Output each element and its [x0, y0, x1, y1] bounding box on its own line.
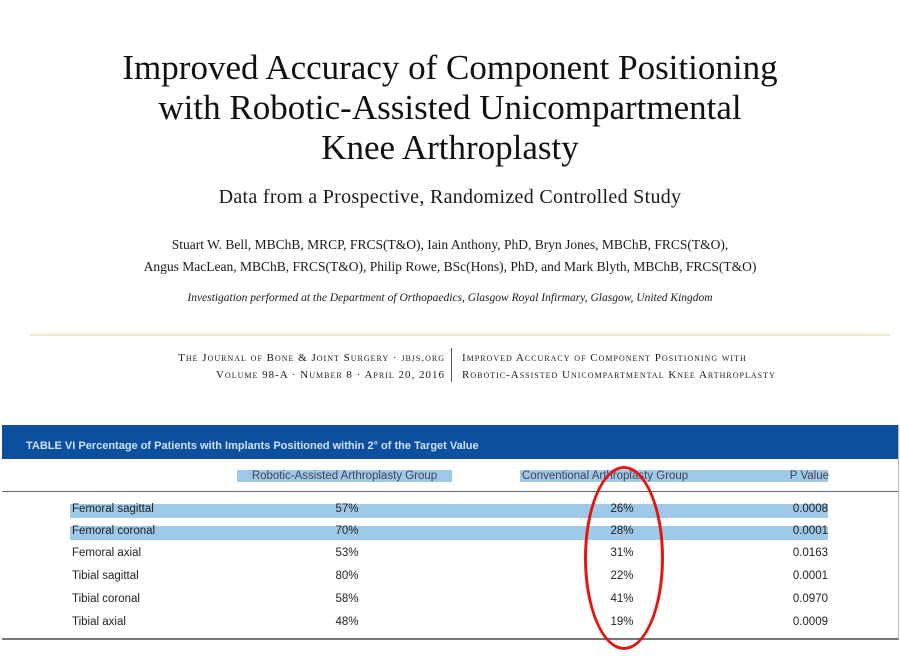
author-line: Angus MacLean, MBChB, FRCS(T&O), Philip …	[143, 259, 757, 274]
running-title: Improved Accuracy of Component Positioni…	[462, 350, 892, 384]
table-header: Robotic-Assisted Arthroplasty Group Conv…	[2, 459, 898, 492]
red-circle-annotation	[584, 466, 664, 650]
table-row: Tibial sagittal 80% 22% 0.0001	[2, 570, 898, 588]
table-row: Tibial axial 48% 19% 0.0009	[2, 616, 898, 634]
title-line: with Robotic-Assisted Unicompartmental	[158, 88, 742, 127]
title-line: Knee Arthroplasty	[321, 128, 579, 167]
author-line: Stuart W. Bell, MBChB, MRCP, FRCS(T&O), …	[171, 237, 729, 252]
column-header-robotic: Robotic-Assisted Arthroplasty Group	[237, 470, 452, 482]
cell-robotic: 53%	[335, 547, 359, 559]
cell-robotic: 48%	[335, 616, 359, 628]
table-row: Femoral axial 53% 31% 0.0163	[2, 547, 898, 565]
header-divider	[451, 348, 452, 382]
cell-p: 0.0001	[792, 525, 828, 537]
cell-robotic: 80%	[335, 570, 359, 582]
results-table: TABLE VI Percentage of Patients with Imp…	[2, 425, 899, 640]
table-row: Femoral coronal 70% 28% 0.0001	[2, 525, 898, 543]
cell-p: 0.0001	[792, 570, 828, 582]
row-highlight	[70, 526, 828, 540]
affiliation: Investigation performed at the Departmen…	[187, 292, 713, 304]
subtitle: Data from a Prospective, Randomized Cont…	[218, 186, 682, 208]
journal-volume: Volume 98-A · Number 8 · April 20, 2016	[215, 369, 445, 381]
journal-info: The Journal of Bone & Joint Surgery · jb…	[60, 350, 445, 384]
cell-p: 0.0008	[792, 503, 828, 515]
column-header-p-value: P Value	[789, 470, 829, 482]
page-divider	[30, 333, 890, 336]
cell-p: 0.0163	[792, 547, 828, 559]
cell-p: 0.0970	[792, 593, 828, 605]
cell-robotic: 58%	[335, 593, 359, 605]
cell-label: Femoral axial	[72, 547, 142, 559]
table-row: Tibial coronal 58% 41% 0.0970	[2, 593, 898, 611]
cell-p: 0.0009	[792, 616, 828, 628]
journal-name: The Journal of Bone & Joint Surgery · jb…	[178, 352, 445, 364]
column-header-conventional: Conventional Arthroplasty Group	[520, 470, 828, 482]
authors: Stuart W. Bell, MBChB, MRCP, FRCS(T&O), …	[0, 234, 900, 278]
table-caption: TABLE VI Percentage of Patients with Imp…	[2, 425, 898, 459]
table-row: Femoral sagittal 57% 26% 0.0008	[2, 503, 898, 521]
row-highlight	[70, 504, 828, 518]
title-line: Improved Accuracy of Component Positioni…	[122, 48, 778, 87]
running-title-line: Improved Accuracy of Component Positioni…	[462, 352, 747, 364]
cell-label: Tibial coronal	[72, 593, 140, 605]
running-title-line: Robotic-Assisted Unicompartmental Knee A…	[462, 369, 776, 381]
cell-robotic: 57%	[335, 503, 359, 515]
paper-title: Improved Accuracy of Component Positioni…	[0, 48, 900, 168]
cell-label: Femoral coronal	[72, 525, 156, 537]
cell-label: Tibial axial	[72, 616, 126, 628]
cell-label: Tibial sagittal	[72, 570, 139, 582]
cell-robotic: 70%	[335, 525, 359, 537]
cell-label: Femoral sagittal	[72, 503, 154, 515]
